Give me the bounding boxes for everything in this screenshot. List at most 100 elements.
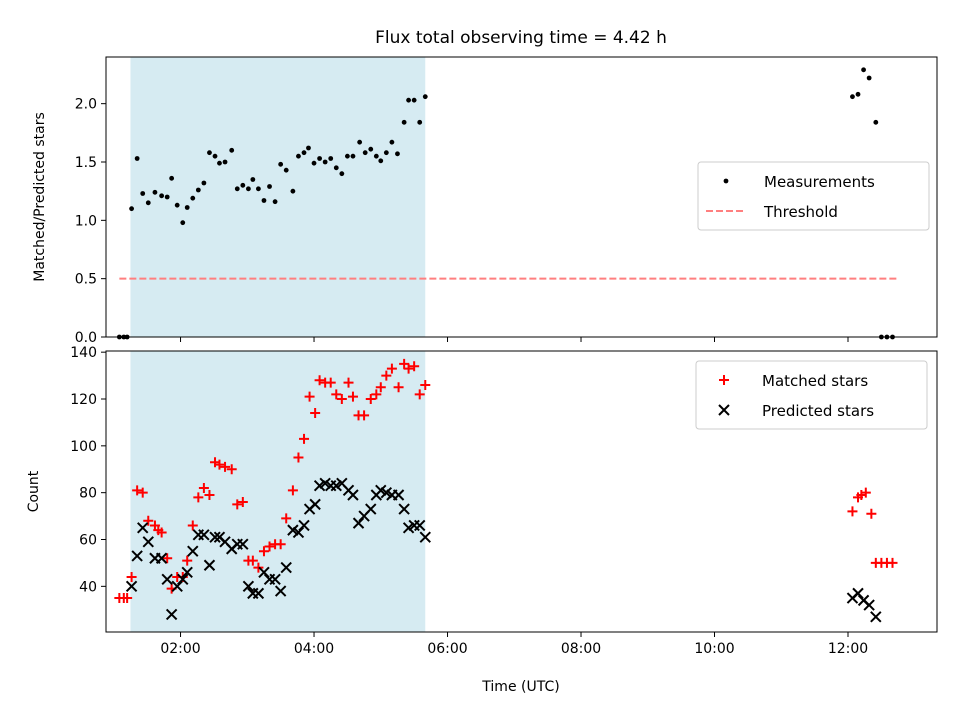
data-point (322, 159, 328, 165)
predicted-point (352, 517, 365, 529)
matched-point (137, 487, 148, 498)
matched-point (365, 394, 376, 405)
data-point (855, 91, 861, 97)
matched-point (293, 452, 304, 463)
chart-title: Flux total observing time = 4.42 h (375, 28, 667, 48)
predicted-point (274, 585, 287, 597)
data-point (873, 119, 879, 125)
y-tick-label: 40 (79, 579, 97, 595)
y-tick-label: 1.5 (75, 155, 97, 171)
matched-point (126, 571, 137, 582)
matched-point (393, 382, 404, 393)
matched-point (237, 497, 248, 508)
matched-point (247, 555, 258, 566)
plot-frame (105, 350, 938, 633)
data-point (134, 156, 140, 161)
data-point (350, 153, 356, 159)
predicted-point (137, 522, 149, 534)
data-point (866, 75, 872, 81)
predicted-point (252, 587, 265, 600)
data-point (411, 97, 417, 103)
data-point (422, 94, 428, 100)
matched-point (275, 539, 286, 550)
data-point (296, 153, 301, 159)
predicted-point (309, 498, 321, 511)
predicted-point (419, 531, 431, 543)
y-tick-label: 100 (70, 439, 97, 455)
predicted-point (203, 559, 216, 571)
matched-point (187, 520, 198, 531)
data-point (180, 220, 186, 226)
data-point (378, 158, 384, 164)
matched-point (887, 557, 898, 568)
data-point (278, 161, 284, 167)
data-point (195, 187, 201, 193)
data-point (357, 139, 363, 145)
legend-label: Measurements (764, 173, 875, 191)
y-axis-label: Matched/Predicted stars (32, 112, 48, 282)
data-point (850, 94, 855, 100)
data-point (190, 195, 196, 201)
predicted-point (198, 529, 210, 541)
y-tick-label: 1.0 (75, 213, 97, 229)
data-point (229, 147, 235, 153)
matched-point (409, 361, 420, 372)
predicted-point (347, 489, 359, 501)
data-point (184, 205, 190, 210)
matched-point (232, 499, 243, 510)
data-point (389, 139, 395, 145)
data-point (406, 97, 411, 103)
data-point (212, 153, 218, 159)
data-point (222, 159, 228, 165)
matched-point (220, 461, 231, 472)
matched-point (414, 389, 425, 400)
matched-point (253, 562, 264, 573)
y-tick-label: 140 (70, 345, 97, 361)
predicted-point (392, 489, 405, 501)
y-tick-label: 0.0 (75, 330, 97, 346)
y-tick-label: 0.5 (75, 272, 97, 288)
matched-point (381, 370, 392, 381)
data-point (201, 180, 207, 186)
data-point (245, 186, 251, 192)
matched-point (860, 487, 871, 498)
ratio-panel: 0.0 0.5 1.0 1.5 2.0 Matched/Predicted stars Me… (32, 56, 938, 346)
predicted-point (242, 580, 255, 593)
data-point (368, 146, 374, 152)
matched-point (347, 391, 358, 402)
predicted-point (398, 503, 410, 515)
predicted-point (209, 531, 221, 543)
x-tick-label: 10:00 (694, 641, 734, 657)
matched-point (193, 492, 204, 503)
predicted-point (852, 587, 864, 600)
y-tick-label: 60 (79, 533, 97, 549)
predicted-point (187, 545, 199, 557)
y-tick-label: 80 (79, 486, 97, 502)
matched-point (162, 553, 173, 564)
matched-point (375, 382, 386, 393)
matched-point (310, 408, 321, 419)
matched-point (343, 377, 354, 388)
data-point (267, 184, 272, 189)
matched-point (420, 379, 431, 390)
legend-box (695, 360, 928, 430)
predicted-point (171, 580, 183, 593)
data-point (164, 194, 170, 200)
y-tick-label: 120 (70, 392, 97, 408)
data-point (272, 199, 278, 205)
matched-point (403, 363, 414, 374)
matched-point (399, 358, 410, 369)
data-point (207, 150, 212, 156)
predicted-point (414, 519, 426, 532)
legend-box (697, 161, 930, 231)
matched-point (198, 482, 209, 493)
data-point (169, 175, 175, 181)
predicted-point (165, 608, 178, 621)
matched-point (371, 389, 382, 400)
predicted-point (142, 536, 154, 548)
data-point (333, 165, 339, 171)
x-tick-label: 08:00 (561, 641, 601, 657)
matched-point (386, 363, 397, 374)
matched-point (336, 394, 347, 405)
